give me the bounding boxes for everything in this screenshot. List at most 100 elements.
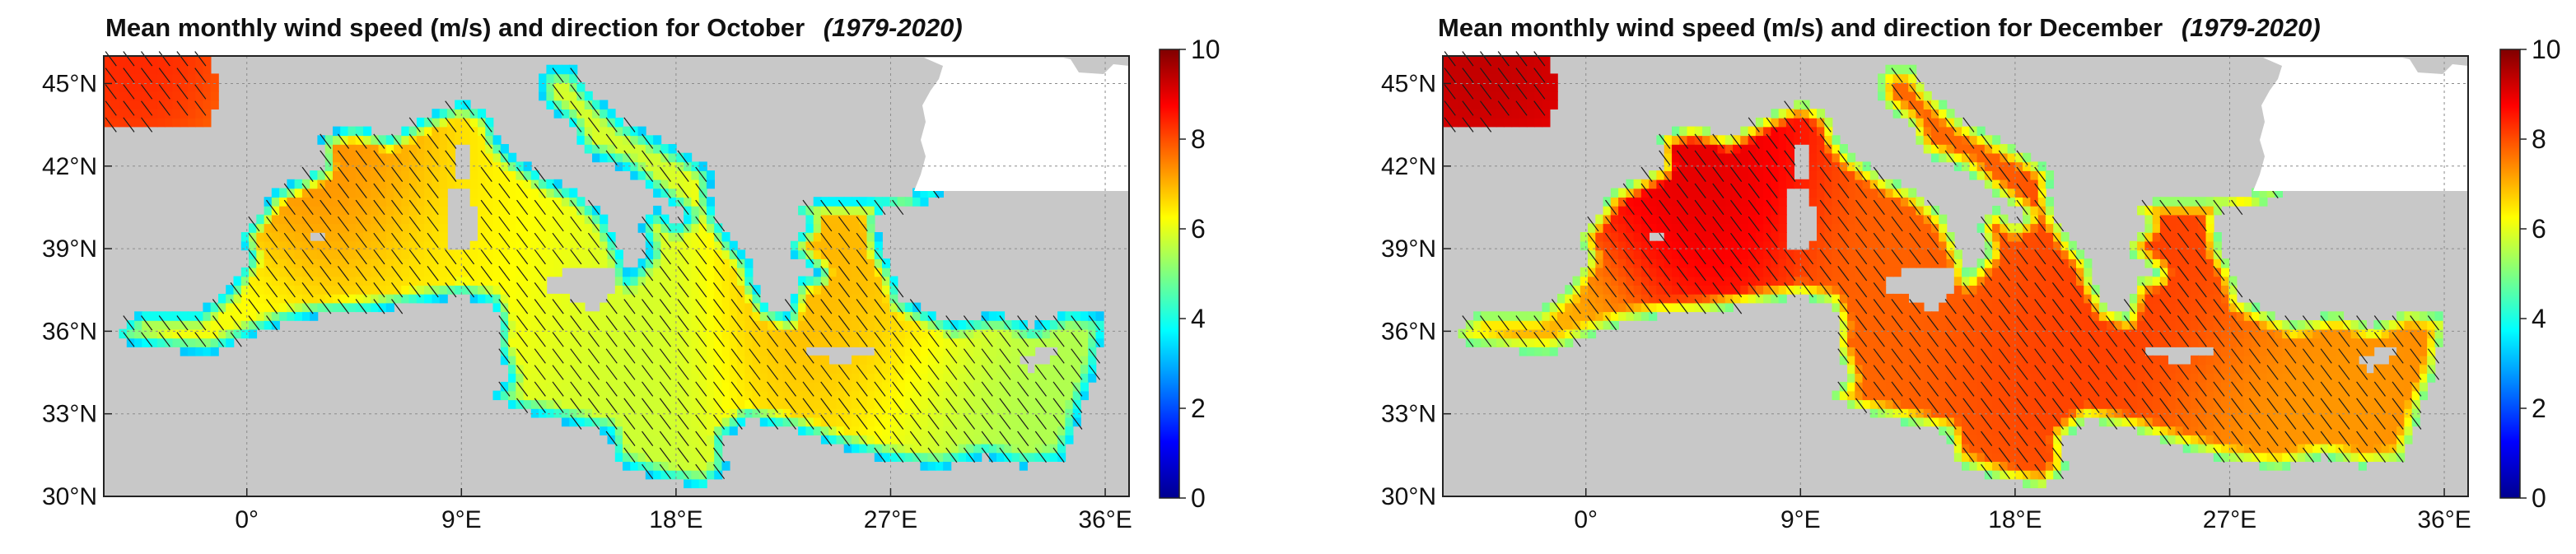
speed-cell xyxy=(1640,179,1650,189)
speed-cell xyxy=(1785,117,1794,128)
speed-cell xyxy=(1878,82,1887,92)
speed-cell xyxy=(1771,144,1780,154)
speed-cell xyxy=(714,276,723,286)
speed-cell xyxy=(592,144,601,154)
speed-cell xyxy=(371,152,380,163)
speed-cell xyxy=(310,249,319,259)
speed-cell xyxy=(775,408,784,418)
wind-arrow xyxy=(445,100,457,116)
speed-cell xyxy=(805,232,814,242)
speed-cell xyxy=(904,338,913,347)
speed-cell xyxy=(1992,205,2001,216)
speed-cell xyxy=(1656,205,1665,216)
wind-arrow xyxy=(712,431,726,446)
speed-cell xyxy=(1923,205,1932,216)
speed-cell xyxy=(623,347,632,356)
speed-cell xyxy=(1019,426,1028,435)
speed-cell xyxy=(684,417,693,427)
speed-cell xyxy=(2000,435,2009,445)
wind-arrow xyxy=(999,332,1011,347)
speed-cell xyxy=(2007,258,2016,268)
speed-cell xyxy=(1976,461,1986,471)
wind-arrow xyxy=(320,199,332,216)
speed-cell xyxy=(768,417,777,427)
speed-cell xyxy=(301,232,310,242)
speed-cell xyxy=(2037,249,2046,259)
speed-cell xyxy=(1855,328,1864,339)
speed-cell xyxy=(607,320,616,330)
speed-cell xyxy=(569,347,578,356)
speed-cell xyxy=(1832,135,1841,145)
wind-arrow xyxy=(230,332,242,347)
wind-arrow xyxy=(552,299,564,314)
wind-arrow xyxy=(623,414,636,430)
speed-cell xyxy=(561,311,570,321)
speed-cell xyxy=(698,197,707,207)
speed-cell xyxy=(1778,205,1787,216)
speed-cell xyxy=(539,285,548,295)
speed-cell xyxy=(637,267,646,277)
speed-cell xyxy=(516,170,525,180)
wind-arrow xyxy=(802,381,814,397)
speed-cell xyxy=(432,293,441,304)
speed-cell xyxy=(645,347,654,356)
wind-arrow xyxy=(534,348,546,364)
wind-arrow xyxy=(498,232,511,249)
speed-cell xyxy=(1969,443,1978,454)
speed-cell xyxy=(721,285,730,295)
speed-cell xyxy=(1565,328,1574,339)
speed-cell xyxy=(813,426,822,435)
speed-cell xyxy=(721,461,730,471)
speed-cell xyxy=(1855,347,1864,356)
speed-cell xyxy=(1748,285,1757,295)
speed-cell xyxy=(324,188,334,198)
speed-cell xyxy=(576,223,586,233)
speed-cell xyxy=(1931,408,1940,418)
speed-cell xyxy=(264,320,273,330)
speed-cell xyxy=(134,311,143,321)
speed-cell xyxy=(240,293,250,304)
speed-cell xyxy=(553,320,562,330)
speed-cell xyxy=(813,417,822,427)
speed-cell xyxy=(1801,285,1810,295)
speed-cell xyxy=(1885,320,1894,330)
speed-cell xyxy=(203,100,212,109)
speed-cell xyxy=(363,240,372,251)
speed-cell xyxy=(996,364,1006,374)
speed-cell xyxy=(2037,364,2046,374)
speed-cell xyxy=(1072,338,1081,347)
speed-cell xyxy=(874,373,883,383)
speed-cell xyxy=(195,82,204,92)
speed-cell xyxy=(759,364,768,374)
speed-cell xyxy=(721,232,730,242)
speed-cell xyxy=(561,328,570,339)
wind-arrow xyxy=(605,398,618,413)
speed-cell xyxy=(1908,205,1917,216)
wind-arrow xyxy=(927,398,940,413)
speed-cell xyxy=(1931,258,1940,268)
speed-cell xyxy=(478,267,487,277)
speed-cell xyxy=(1748,232,1757,242)
speed-cell xyxy=(684,267,693,277)
speed-cell xyxy=(500,320,509,330)
wind-arrow xyxy=(283,199,296,216)
speed-cell xyxy=(950,435,959,445)
speed-cell xyxy=(958,355,967,365)
speed-cell xyxy=(904,355,913,365)
speed-cell xyxy=(516,188,525,198)
speed-cell xyxy=(104,56,113,66)
wind-arrow xyxy=(498,216,511,232)
speed-cell xyxy=(1481,64,1490,75)
speed-cell xyxy=(882,320,891,330)
wind-arrow xyxy=(587,133,600,149)
speed-cell xyxy=(439,179,448,189)
wind-arrow xyxy=(695,463,707,480)
wind-arrow xyxy=(355,266,367,282)
speed-cell xyxy=(1839,223,1848,233)
speed-cell xyxy=(469,293,478,304)
speed-cell xyxy=(439,117,448,128)
speed-cell xyxy=(935,364,944,374)
wind-arrow xyxy=(552,100,564,116)
speed-cell xyxy=(828,426,838,435)
speed-cell xyxy=(637,461,646,471)
